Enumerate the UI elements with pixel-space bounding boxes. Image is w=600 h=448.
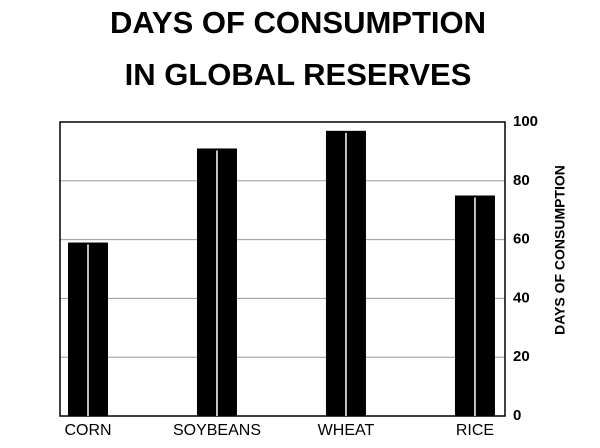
y-tick-label: 20: [513, 348, 530, 365]
plot-frame: [59, 121, 506, 417]
chart-title: IN GLOBAL RESERVES: [125, 57, 472, 92]
x-tick-label: WHEAT: [318, 422, 375, 439]
y-axis-label: DAYS OF CONSUMPTION: [552, 165, 568, 335]
y-tick-label: 40: [513, 289, 530, 306]
y-tick-label: 100: [513, 113, 538, 130]
x-tick-label: CORN: [64, 422, 111, 439]
y-tick-label: 60: [513, 231, 530, 248]
chart-title: DAYS OF CONSUMPTION: [110, 5, 486, 40]
y-tick-label: 0: [513, 407, 521, 424]
x-tick-label: SOYBEANS: [173, 422, 261, 439]
y-tick-label: 80: [513, 172, 530, 189]
x-tick-label: RICE: [456, 422, 494, 439]
